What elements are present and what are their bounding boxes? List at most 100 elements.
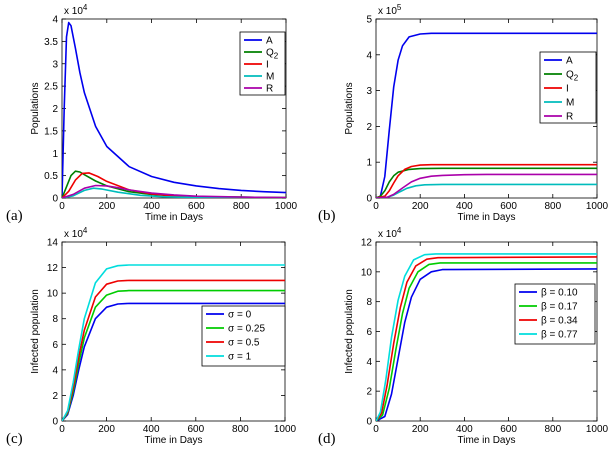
y-tick-label: 10	[47, 289, 59, 300]
legend-entry: R	[266, 84, 273, 95]
series-line-3	[376, 256, 597, 421]
panel-label: (c)	[6, 431, 23, 447]
legend-entry: I	[566, 84, 569, 95]
y-tick-label: 2.5	[44, 82, 58, 93]
x-tick-label: 600	[500, 201, 517, 212]
y-tick-label: 0	[366, 417, 372, 428]
series-line-1	[376, 268, 597, 421]
legend-entry: M	[266, 72, 274, 83]
series-line-4	[376, 183, 597, 198]
legend-entry-name: β = 0.10	[541, 288, 578, 299]
legend-entry-name: M	[566, 98, 574, 109]
legend-entry-name: I	[266, 60, 269, 71]
legend-entry-name: R	[266, 84, 273, 95]
y-tick-label: 6	[52, 340, 58, 351]
y-tick-label: 1.5	[44, 126, 58, 137]
y-tick-label: 0	[52, 417, 58, 428]
y-tick-label: 1	[366, 158, 372, 169]
legend-entry-name: I	[566, 84, 569, 95]
series-line-1	[376, 32, 597, 198]
series-line-2	[376, 262, 597, 421]
legend-entry: σ = 0	[228, 310, 252, 321]
y-tick-label: 8	[366, 297, 372, 308]
y-tick-label: 0	[366, 194, 372, 205]
legend-entry: β = 0.17	[541, 302, 578, 313]
panel-label: (b)	[318, 208, 336, 224]
series-line-1	[62, 21, 286, 198]
y-tick-label: 10	[361, 267, 373, 278]
y-tick-label: 4	[52, 365, 58, 376]
y-axis-multiplier: x 104	[64, 226, 88, 240]
legend-entry-name: R	[566, 112, 573, 123]
legend-entry-name: M	[266, 72, 274, 83]
series-line-4	[62, 264, 285, 421]
x-axis-label: Time in Days	[145, 435, 203, 446]
series-line-4	[62, 187, 286, 198]
x-tick-label: 0	[59, 424, 65, 435]
y-tick-label: 12	[361, 238, 373, 249]
y-tick-label: 5	[366, 15, 372, 26]
legend-entry-name: A	[566, 56, 573, 67]
multiplier-base: x 10	[378, 229, 397, 240]
x-tick-label: 1000	[275, 201, 298, 212]
x-tick-label: 600	[500, 424, 517, 435]
legend: σ = 0 σ = 0.25 σ = 0.5 σ = 1	[201, 305, 286, 367]
y-axis-multiplier: x 105	[378, 3, 402, 17]
x-tick-label: 400	[143, 424, 160, 435]
x-tick-label: 800	[544, 201, 561, 212]
x-tick-label: 200	[98, 424, 115, 435]
y-axis-label: Infected population	[344, 289, 355, 374]
multiplier-base: x 10	[378, 6, 397, 17]
y-tick-label: 0.5	[44, 171, 58, 182]
x-tick-label: 400	[143, 201, 160, 212]
legend-entry-name: σ = 0.5	[228, 338, 260, 349]
legend-entry: Q2	[566, 70, 579, 83]
y-tick-label: 6	[366, 327, 372, 338]
y-axis-label: Populations	[344, 82, 355, 134]
series-line-4	[376, 253, 597, 421]
x-tick-label: 1000	[586, 424, 609, 435]
y-axis-multiplier: x 104	[64, 3, 88, 17]
y-axis-multiplier: x 104	[378, 226, 402, 240]
y-tick-label: 8	[52, 314, 58, 325]
x-tick-label: 800	[232, 424, 249, 435]
panel-label: (d)	[318, 431, 336, 447]
series-line-5	[376, 173, 597, 198]
x-tick-label: 200	[98, 201, 115, 212]
y-tick-label: 14	[47, 238, 59, 249]
legend-entry-name: β = 0.34	[541, 316, 578, 327]
y-tick-label: 4	[366, 357, 372, 368]
legend-entry-subscript: 2	[274, 52, 279, 61]
y-tick-label: 3	[366, 86, 372, 97]
y-tick-label: 1	[52, 149, 58, 160]
plot-frame	[375, 18, 598, 199]
y-axis-label: Infected population	[30, 289, 41, 374]
multiplier-base: x 10	[64, 229, 83, 240]
multiplier-exponent: 4	[397, 226, 402, 235]
legend-entry-subscript: 2	[574, 74, 579, 83]
legend-entry-name: Q	[566, 70, 574, 81]
x-tick-label: 1000	[586, 201, 609, 212]
x-tick-label: 400	[456, 201, 473, 212]
y-axis-label: Populations	[30, 82, 41, 134]
x-tick-label: 400	[456, 424, 473, 435]
multiplier-exponent: 5	[397, 3, 402, 12]
x-axis-label: Time in Days	[458, 435, 516, 446]
y-tick-label: 3	[52, 59, 58, 70]
legend-entry: σ = 0.25	[228, 324, 265, 335]
legend-entry-name: β = 0.17	[541, 302, 578, 313]
multiplier-base: x 10	[64, 6, 83, 17]
x-tick-label: 0	[59, 201, 65, 212]
legend-entry-name: σ = 0.25	[228, 324, 265, 335]
y-tick-label: 2	[366, 122, 372, 133]
x-axis-label: Time in Days	[145, 212, 203, 223]
y-tick-label: 4	[366, 50, 372, 61]
x-tick-label: 600	[187, 424, 204, 435]
panel-label: (a)	[6, 208, 23, 224]
